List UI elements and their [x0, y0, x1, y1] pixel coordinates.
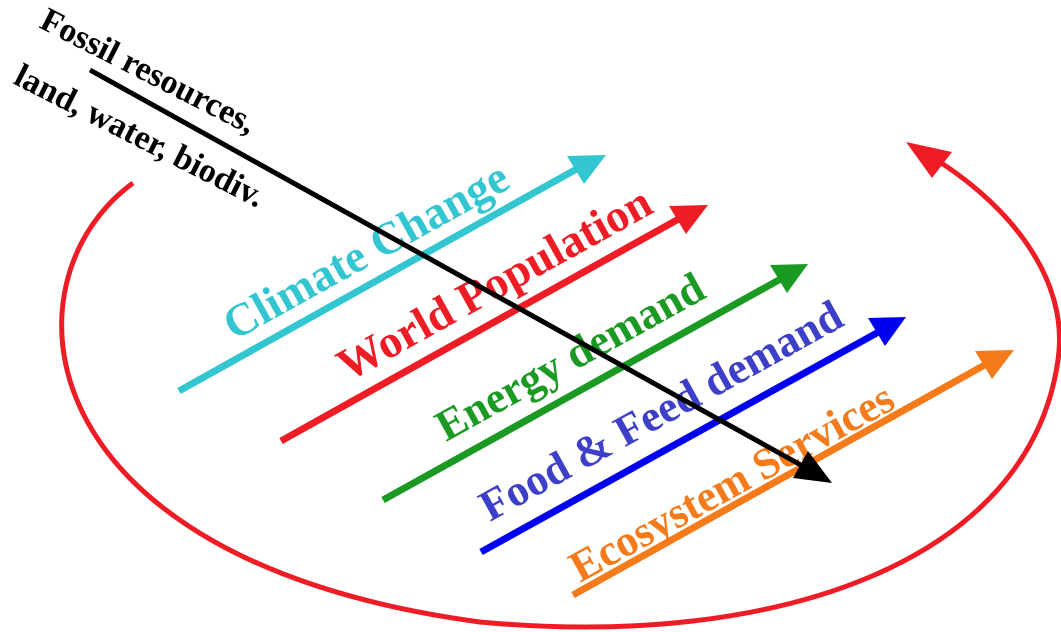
world-population-arrow: [279, 205, 708, 445]
food-feed-demand-arrow: [479, 317, 906, 556]
climate-change-arrow: [177, 155, 606, 395]
cycle-arrowhead: [906, 142, 952, 178]
energy-demand-arrow: [381, 264, 808, 504]
cycle-arrow: [59, 144, 1061, 630]
ecosystem-services-arrow: [571, 350, 1014, 599]
fossil-resources-arrow: [88, 67, 832, 483]
